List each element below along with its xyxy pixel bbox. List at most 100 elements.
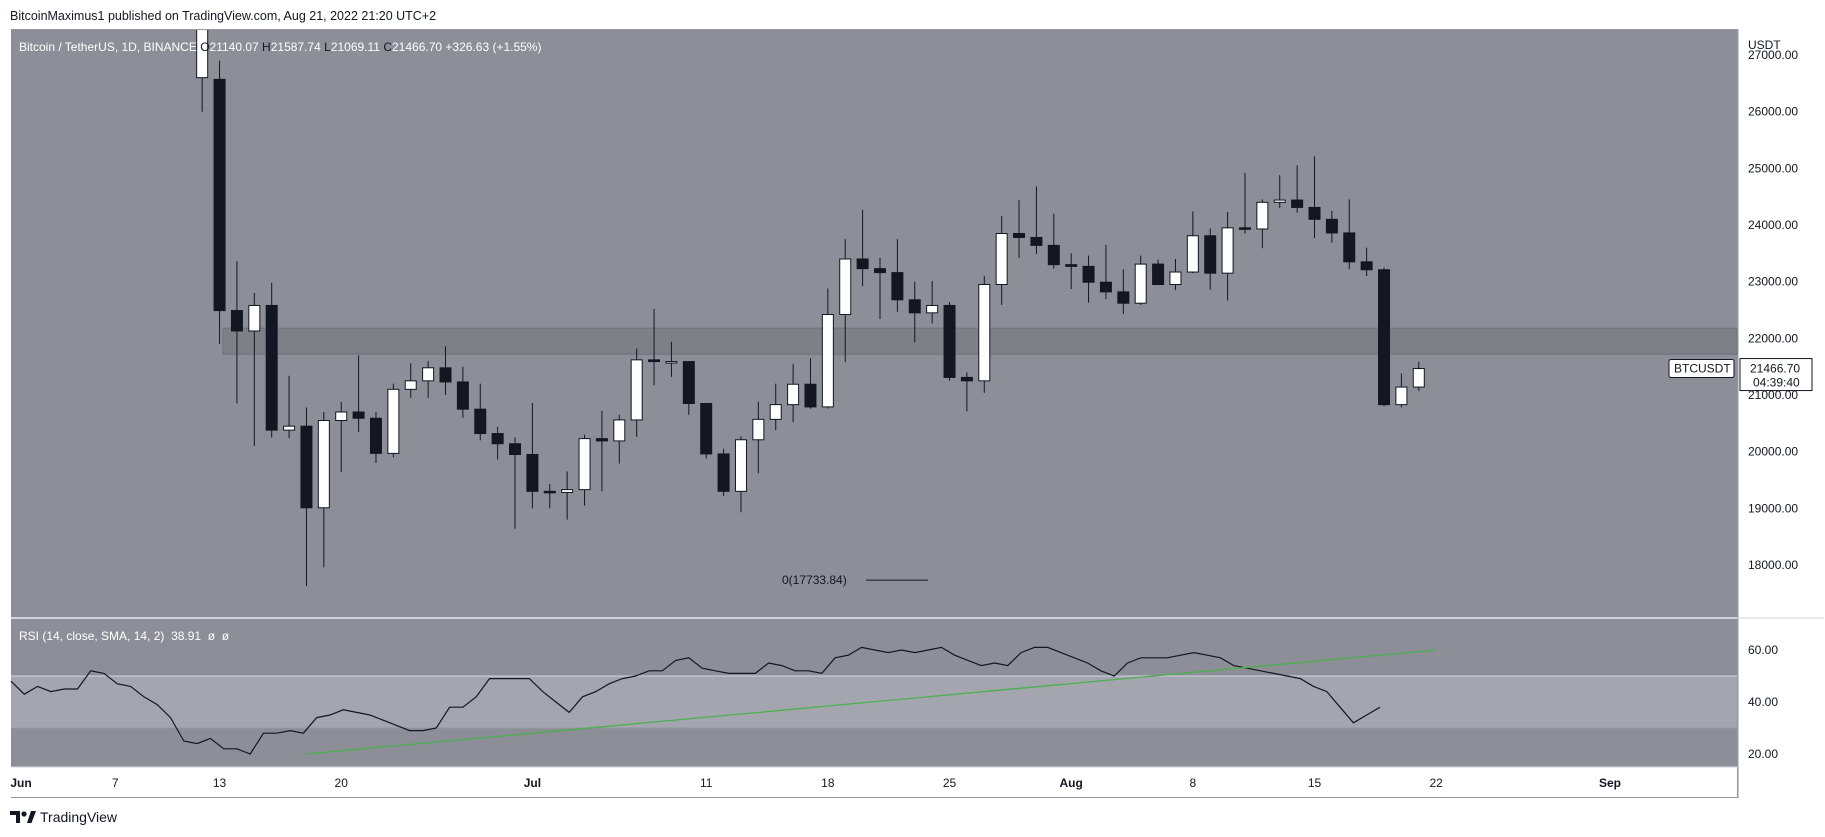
candle-body xyxy=(769,404,782,420)
candle-body xyxy=(1204,235,1217,274)
rsi-title[interactable]: RSI (14, close, SMA, 14, 2) xyxy=(19,629,165,643)
close-label: C xyxy=(383,40,392,54)
candle-body xyxy=(1395,386,1408,406)
rsi-tick-label: 40.00 xyxy=(1748,695,1778,709)
candle-body xyxy=(1065,264,1078,267)
rsi-value: 38.91 xyxy=(171,629,202,643)
time-tick-label: 18 xyxy=(821,776,835,790)
rsi-tick-label: 60.00 xyxy=(1748,643,1778,657)
symbol-tag-label: BTCUSDT xyxy=(1674,362,1731,376)
rsi-line xyxy=(10,646,1381,755)
candle-body xyxy=(491,433,504,445)
candle-body xyxy=(630,359,643,421)
candle-body xyxy=(1099,281,1112,293)
candle-body xyxy=(317,420,330,509)
candle-body xyxy=(1256,201,1269,230)
candle-body xyxy=(1412,368,1425,388)
price-axis xyxy=(1738,29,1824,798)
price-tag-countdown: 04:39:40 xyxy=(1753,376,1800,390)
candle-body xyxy=(387,388,400,454)
price-tick-label: 20000.00 xyxy=(1748,445,1798,459)
candle-body xyxy=(926,304,939,314)
time-tick-label: Sep xyxy=(1599,776,1621,790)
candle-body xyxy=(213,78,226,312)
time-tick-label: 15 xyxy=(1308,776,1322,790)
time-axis xyxy=(11,767,1737,797)
rsi-legend: RSI (14, close, SMA, 14, 2) 38.91 ø ø xyxy=(19,629,229,643)
candle-body xyxy=(1117,291,1130,304)
candle-body xyxy=(682,361,695,405)
rsi-na-1: ø xyxy=(207,629,216,643)
rsi-na-2: ø xyxy=(221,629,230,643)
footer-brand-text: TradingView xyxy=(40,809,118,825)
tradingview-logo-icon xyxy=(10,811,36,823)
candle-body xyxy=(1082,265,1095,283)
rsi-tick-label: 20.00 xyxy=(1748,747,1778,761)
candle-body xyxy=(978,284,991,382)
candle-body xyxy=(1013,233,1026,238)
candle-body xyxy=(335,411,348,421)
candle-body xyxy=(439,367,452,383)
price-tick-label: 27000.00 xyxy=(1748,48,1798,62)
candle-body xyxy=(1378,269,1391,406)
close-value: 21466.70 xyxy=(392,40,443,54)
candle-body xyxy=(595,438,608,442)
candle-body xyxy=(1325,218,1338,234)
candle-body xyxy=(1134,263,1147,304)
price-tick-label: 24000.00 xyxy=(1748,218,1798,232)
time-tick-label: Aug xyxy=(1060,776,1083,790)
footer-brand[interactable]: TradingView xyxy=(10,809,117,825)
time-tick-label: 20 xyxy=(335,776,349,790)
price-tick-label: 23000.00 xyxy=(1748,275,1798,289)
candle-body xyxy=(1343,232,1356,263)
candle-body xyxy=(1047,244,1060,266)
candle-body xyxy=(509,443,522,456)
candle-body xyxy=(665,361,678,364)
candle-body xyxy=(1360,261,1373,271)
candle-body xyxy=(526,454,539,492)
price-tick-label: 21000.00 xyxy=(1748,388,1798,402)
high-value: 21587.74 xyxy=(270,40,321,54)
candle-body xyxy=(734,439,747,492)
candle-body xyxy=(1152,263,1165,286)
price-tag-value: 21466.70 xyxy=(1750,362,1800,376)
candle-body xyxy=(752,418,765,441)
candle-body xyxy=(1238,227,1251,230)
candle-body xyxy=(1221,227,1234,274)
time-tick-label: Jun xyxy=(10,776,31,790)
low-label: L xyxy=(324,40,331,54)
candle-body xyxy=(283,425,296,431)
time-tick-label: Jul xyxy=(524,776,541,790)
candle-body xyxy=(787,383,800,406)
time-tick-label: 25 xyxy=(943,776,957,790)
symbol-name[interactable]: Bitcoin / TetherUS, 1D, BINANCE xyxy=(19,40,197,54)
price-tick-label: 19000.00 xyxy=(1748,501,1798,515)
candle-body xyxy=(561,489,574,493)
candle-body xyxy=(369,417,382,454)
candle-body xyxy=(456,381,469,410)
candle-body xyxy=(543,490,556,494)
fib-level-label: 0(17733.84) xyxy=(782,573,847,587)
candle-body xyxy=(404,380,417,390)
candle-body xyxy=(856,258,869,270)
time-tick-label: 13 xyxy=(213,776,227,790)
candle-body xyxy=(1030,236,1043,246)
candle-body xyxy=(648,359,661,363)
candle-body xyxy=(578,438,591,491)
time-tick-label: 7 xyxy=(112,776,119,790)
candle-body xyxy=(352,411,365,419)
candle-body xyxy=(891,272,904,301)
price-tick-label: 22000.00 xyxy=(1748,331,1798,345)
candle-body xyxy=(248,304,261,332)
candle-body xyxy=(1169,271,1182,285)
candle-body xyxy=(196,30,209,79)
change-value: +326.63 (+1.55%) xyxy=(445,40,542,54)
candle-body xyxy=(960,376,973,382)
candle-body xyxy=(1273,199,1286,203)
open-label: O xyxy=(200,40,210,54)
price-tag xyxy=(1739,358,1813,392)
candle-body xyxy=(804,383,817,408)
candle-body xyxy=(839,258,852,316)
price-tick-label: 18000.00 xyxy=(1748,558,1798,572)
